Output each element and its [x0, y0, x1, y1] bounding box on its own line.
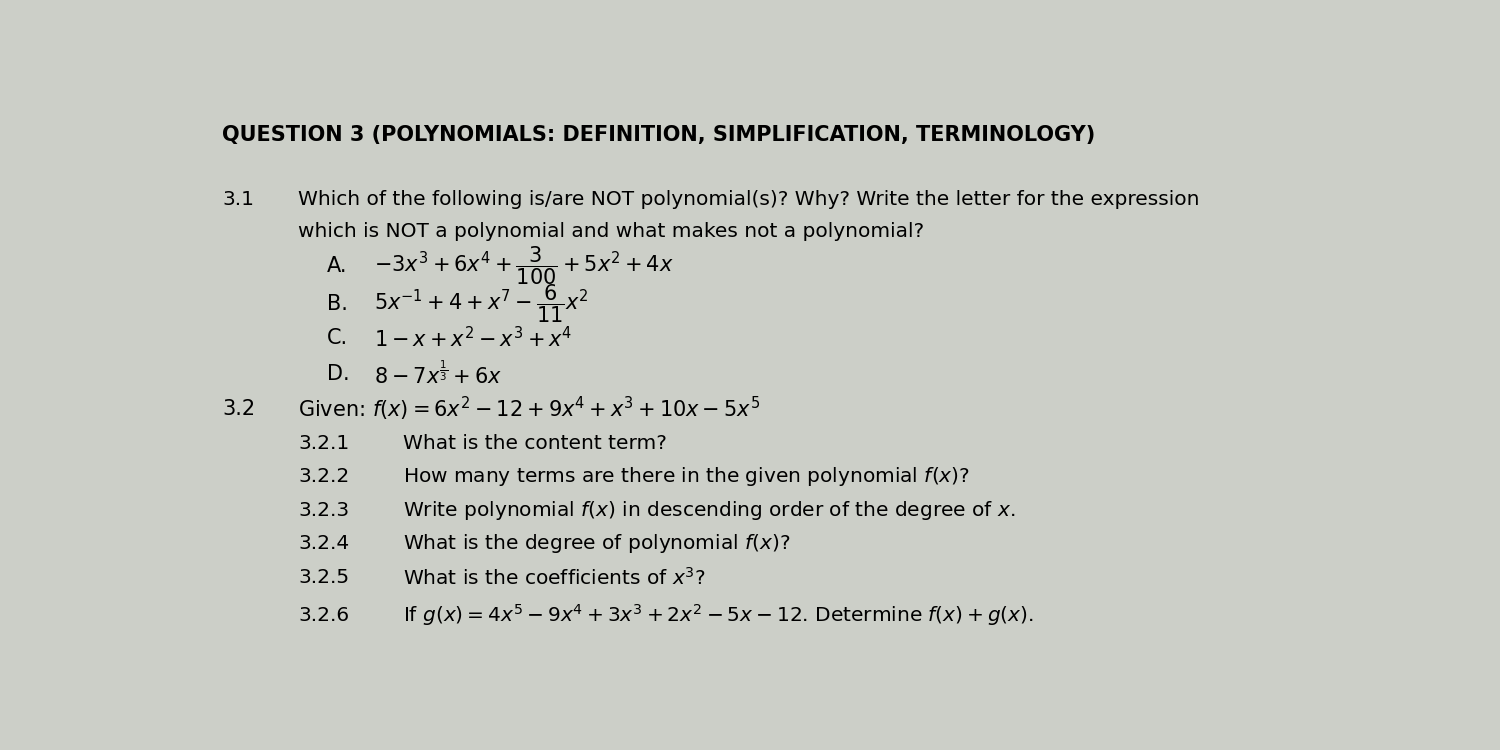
Text: 3.2.5: 3.2.5 [298, 568, 350, 587]
Text: D.: D. [327, 364, 350, 384]
Text: QUESTION 3 (POLYNOMIALS: DEFINITION, SIMPLIFICATION, TERMINOLOGY): QUESTION 3 (POLYNOMIALS: DEFINITION, SIM… [222, 124, 1095, 145]
Text: 3.2.2: 3.2.2 [298, 467, 350, 487]
Text: $5x^{-1} + 4 + x^7 - \dfrac{6}{11}x^2$: $5x^{-1} + 4 + x^7 - \dfrac{6}{11}x^2$ [374, 283, 588, 325]
Text: 3.2.3: 3.2.3 [298, 501, 350, 520]
Text: 3.1: 3.1 [222, 190, 255, 209]
Text: What is the coefficients of $x^3$?: What is the coefficients of $x^3$? [402, 566, 705, 588]
Text: B.: B. [327, 294, 348, 314]
Text: A.: A. [327, 256, 348, 276]
Text: 3.2.6: 3.2.6 [298, 606, 350, 625]
Text: C.: C. [327, 328, 348, 348]
Text: $-3x^3 + 6x^4 + \dfrac{3}{100} + 5x^2 + 4x$: $-3x^3 + 6x^4 + \dfrac{3}{100} + 5x^2 + … [374, 245, 674, 287]
Text: 3.2: 3.2 [222, 399, 255, 419]
Text: $1 - x + x^2 - x^3 + x^4$: $1 - x + x^2 - x^3 + x^4$ [374, 326, 572, 351]
Text: Which of the following is/are NOT polynomial(s)? Why? Write the letter for the e: Which of the following is/are NOT polyno… [298, 190, 1200, 209]
Text: $8 - 7x^{\frac{1}{3}} + 6x$: $8 - 7x^{\frac{1}{3}} + 6x$ [374, 361, 501, 388]
Text: What is the degree of polynomial $f(x)$?: What is the degree of polynomial $f(x)$? [402, 532, 790, 556]
Text: 3.2.1: 3.2.1 [298, 434, 350, 453]
Text: If $g(x) = 4x^5 - 9x^4 + 3x^3 + 2x^2 - 5x - 12$. Determine $f(x) + g(x)$.: If $g(x) = 4x^5 - 9x^4 + 3x^3 + 2x^2 - 5… [402, 602, 1034, 628]
Text: What is the content term?: What is the content term? [402, 434, 666, 453]
Text: How many terms are there in the given polynomial $f(x)$?: How many terms are there in the given po… [402, 466, 969, 488]
Text: Write polynomial $f(x)$ in descending order of the degree of $x$.: Write polynomial $f(x)$ in descending or… [402, 499, 1016, 522]
Text: Given: $f(x) = 6x^2 - 12 + 9x^4 + x^3 + 10x - 5x^5$: Given: $f(x) = 6x^2 - 12 + 9x^4 + x^3 + … [298, 395, 760, 424]
Text: 3.2.4: 3.2.4 [298, 535, 350, 554]
Text: which is NOT a polynomial and what makes not a polynomial?: which is NOT a polynomial and what makes… [298, 222, 924, 241]
